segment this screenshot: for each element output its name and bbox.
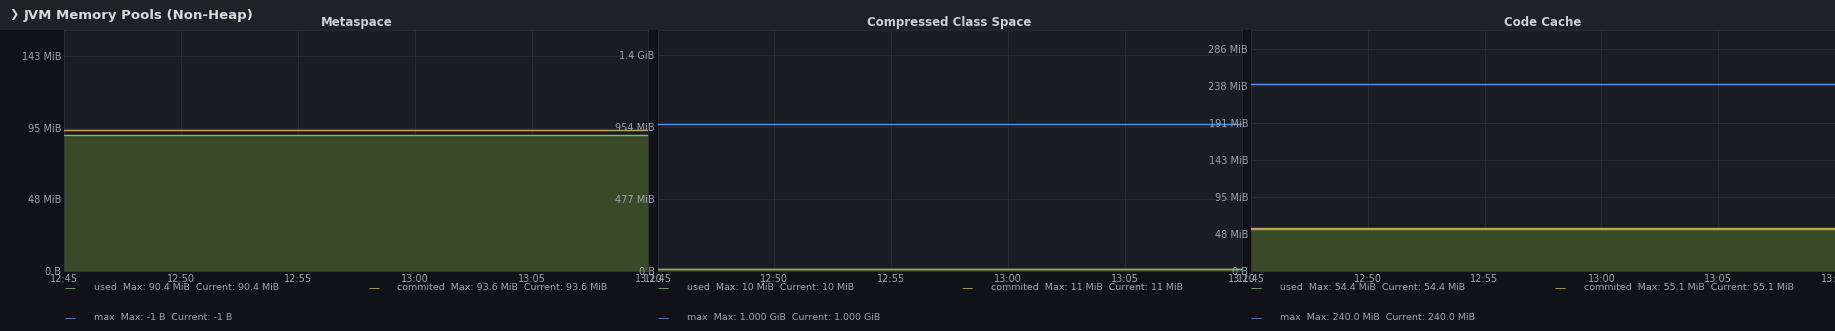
Text: —: — — [1251, 313, 1262, 323]
Text: commited  Max: 93.6 MiB  Current: 93.6 MiB: commited Max: 93.6 MiB Current: 93.6 MiB — [398, 283, 607, 292]
Text: used  Max: 54.4 MiB  Current: 54.4 MiB: used Max: 54.4 MiB Current: 54.4 MiB — [1281, 283, 1466, 292]
Text: max  Max: 240.0 MiB  Current: 240.0 MiB: max Max: 240.0 MiB Current: 240.0 MiB — [1281, 313, 1475, 322]
Text: —: — — [657, 283, 668, 293]
Text: ❯: ❯ — [9, 10, 18, 21]
Title: Code Cache: Code Cache — [1505, 16, 1582, 29]
Text: commited  Max: 55.1 MiB  Current: 55.1 MiB: commited Max: 55.1 MiB Current: 55.1 MiB — [1584, 283, 1795, 292]
Text: —: — — [1251, 283, 1262, 293]
Text: used  Max: 10 MiB  Current: 10 MiB: used Max: 10 MiB Current: 10 MiB — [686, 283, 853, 292]
Text: JVM Memory Pools (Non-Heap): JVM Memory Pools (Non-Heap) — [24, 9, 253, 22]
Text: max  Max: 1.000 GiB  Current: 1.000 GiB: max Max: 1.000 GiB Current: 1.000 GiB — [686, 313, 881, 322]
Text: commited  Max: 11 MiB  Current: 11 MiB: commited Max: 11 MiB Current: 11 MiB — [991, 283, 1182, 292]
Text: —: — — [369, 283, 380, 293]
Title: Metaspace: Metaspace — [321, 16, 393, 29]
Text: —: — — [657, 313, 668, 323]
Text: —: — — [64, 283, 75, 293]
Text: —: — — [962, 283, 973, 293]
Text: used  Max: 90.4 MiB  Current: 90.4 MiB: used Max: 90.4 MiB Current: 90.4 MiB — [94, 283, 279, 292]
Text: —: — — [1554, 283, 1565, 293]
Title: Compressed Class Space: Compressed Class Space — [868, 16, 1031, 29]
Text: —: — — [64, 313, 75, 323]
Text: max  Max: -1 B  Current: -1 B: max Max: -1 B Current: -1 B — [94, 313, 231, 322]
